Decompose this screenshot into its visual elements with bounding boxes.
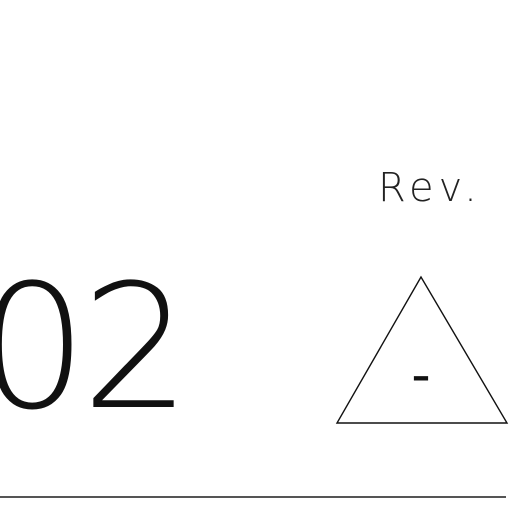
revision-triangle-icon	[335, 275, 509, 424]
sheet-number: 02	[0, 247, 191, 448]
revision-label: Rev.	[378, 165, 482, 211]
revision-triangle-outline	[335, 275, 509, 424]
revision-value: -	[411, 343, 431, 406]
bottom-divider	[0, 496, 506, 498]
